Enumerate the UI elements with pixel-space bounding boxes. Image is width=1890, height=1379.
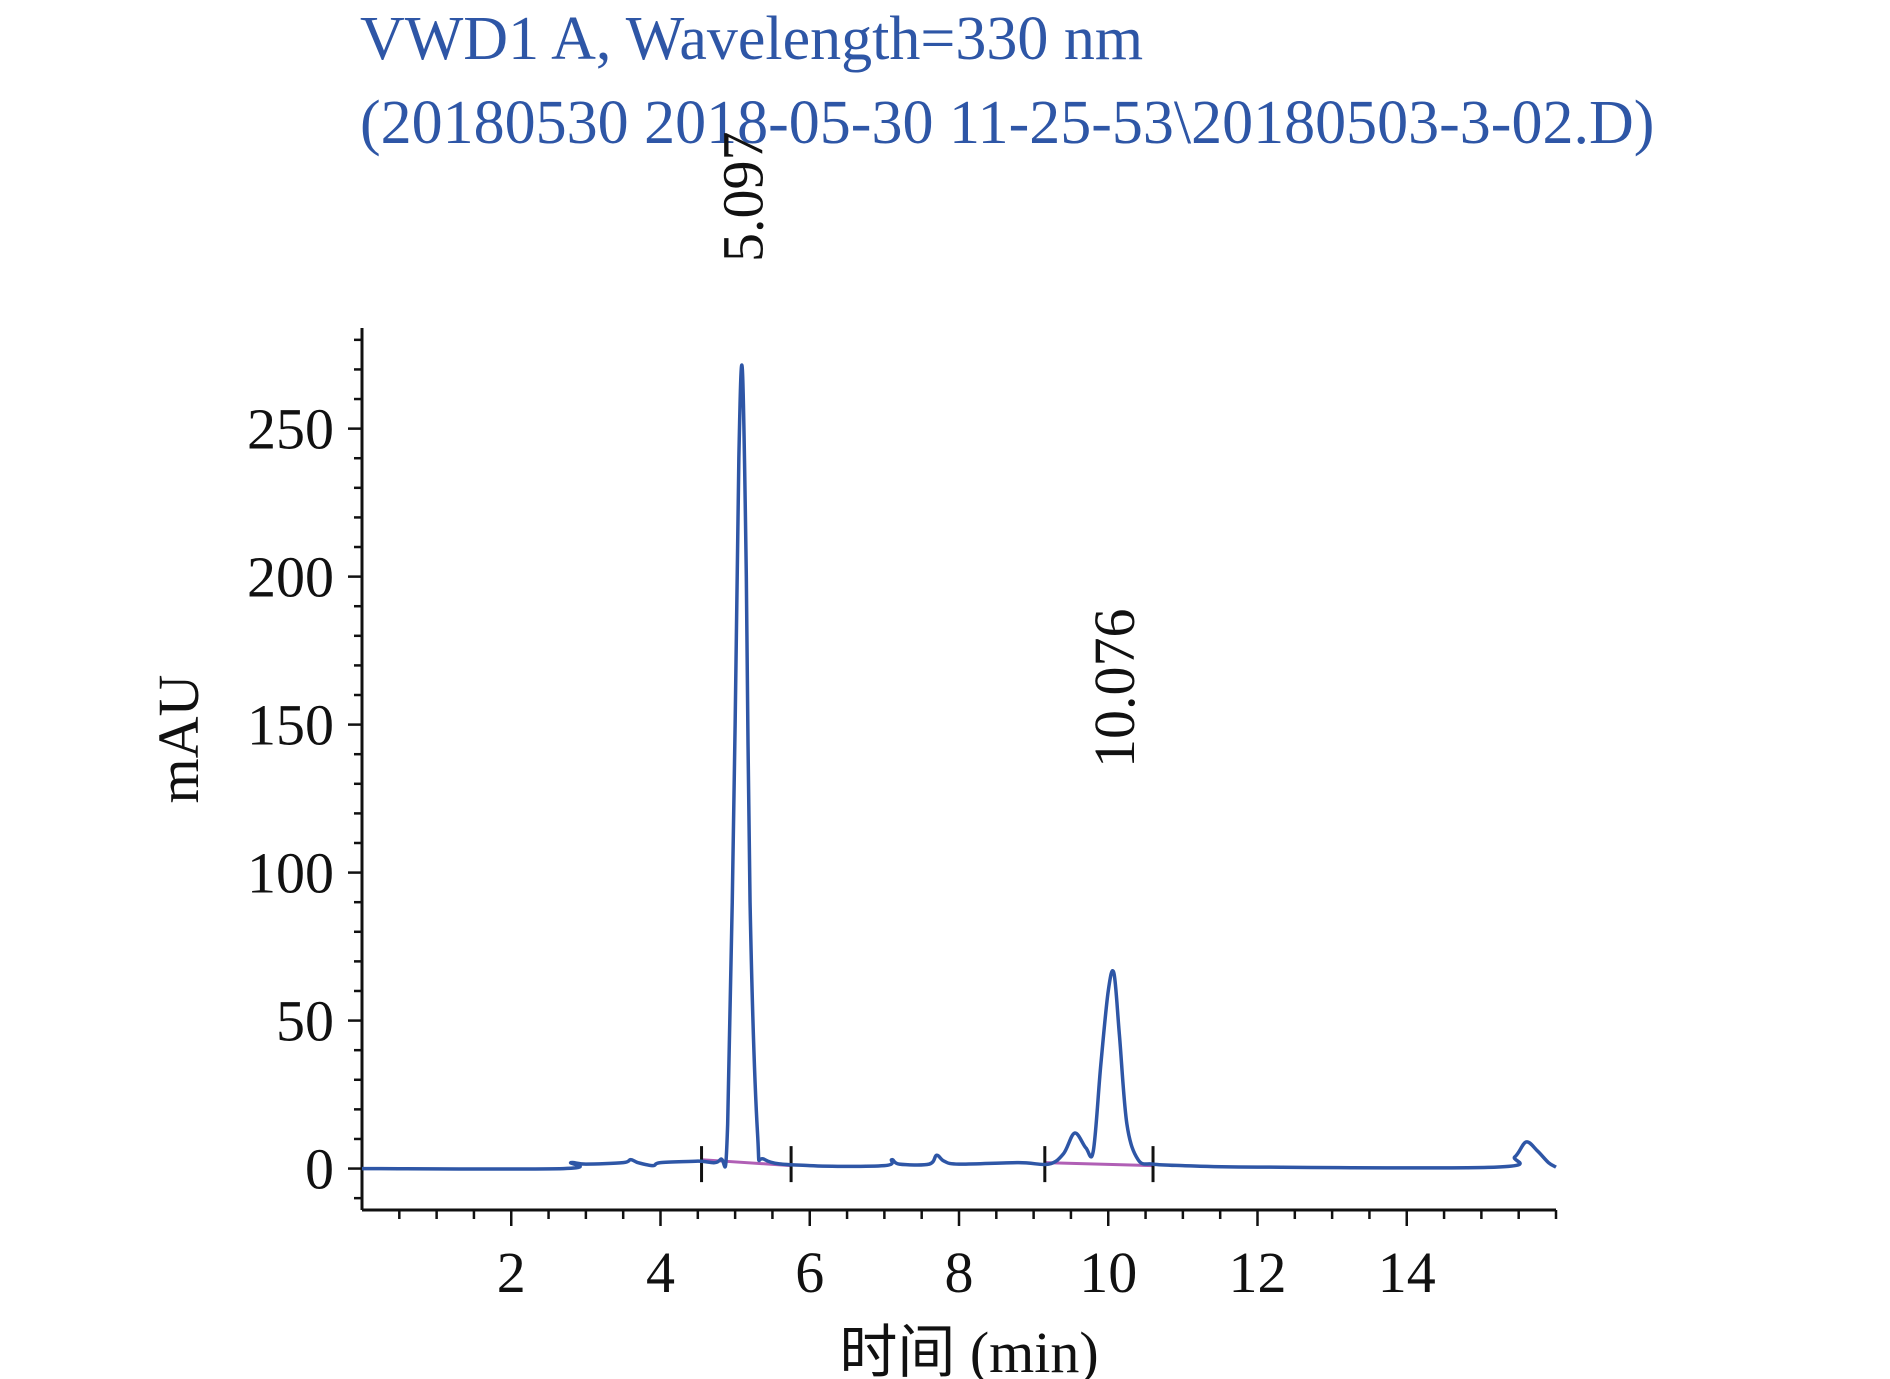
- x-tick-label: 8: [945, 1240, 974, 1305]
- integration-baseline: [1044, 1161, 1154, 1168]
- y-tick-label: 200: [247, 545, 334, 610]
- x-tick-label: 12: [1229, 1240, 1287, 1305]
- chromatogram-line: [361, 363, 1557, 1171]
- x-tick-label: 10: [1079, 1240, 1137, 1305]
- chart-title: VWD1 A, Wavelength=330 nm: [360, 5, 1144, 73]
- y-tick-label: 150: [247, 693, 334, 758]
- x-tick-label: 6: [795, 1240, 824, 1305]
- x-tick-label: 2: [497, 1240, 526, 1305]
- y-tick-label: 50: [276, 989, 334, 1054]
- peak-retention-label: 10.076: [1082, 609, 1147, 769]
- x-tick-label: 14: [1378, 1240, 1436, 1305]
- y-tick-label: 100: [247, 841, 334, 906]
- y-tick-label: 0: [305, 1137, 334, 1202]
- peak-retention-label: 5.097: [710, 132, 775, 263]
- y-axis-title: mAU: [146, 675, 211, 804]
- chart-subtitle: (20180530 2018-05-30 11-25-53\20180503-3…: [360, 89, 1655, 157]
- y-tick-label: 250: [247, 397, 334, 462]
- x-tick-label: 4: [646, 1240, 675, 1305]
- x-axis-title: 时间 (min): [839, 1320, 1098, 1379]
